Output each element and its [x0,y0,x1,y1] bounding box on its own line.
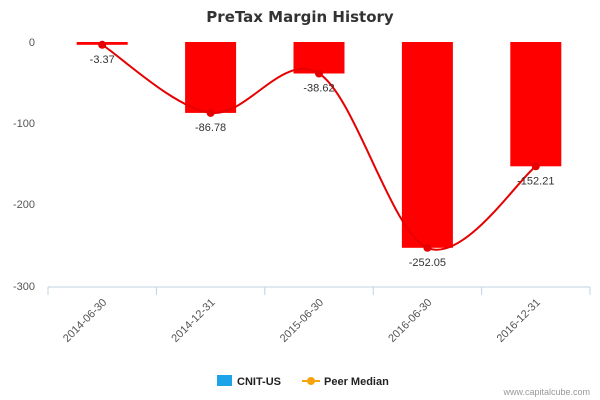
peer-median-point [423,243,432,252]
data-labels: -3.37 -86.78 -38.62 -252.05 -152.21 [90,54,555,269]
data-label: -252.05 [409,257,446,269]
bar [185,42,237,113]
x-tick-label: 2014-12-31 [169,297,217,345]
peer-median-point [315,69,323,78]
bar [510,42,562,167]
x-tick-label: 2016-12-31 [495,297,543,345]
data-label: -38.62 [303,83,334,95]
y-tick-label: -300 [13,281,35,293]
x-tick-labels: 2014-06-30 2014-12-31 2015-06-30 2016-06-30… [61,297,543,345]
peer-median-points [98,40,540,252]
x-tick-marks [47,287,591,295]
bar [401,42,453,248]
y-tick-label: 0 [29,37,35,49]
peer-median-point [98,40,107,49]
y-axis: 0 -100 -200 -300 [13,37,35,293]
y-tick-label: -200 [13,199,35,211]
peer-median-point [531,162,540,171]
y-tick-label: -100 [13,118,35,130]
x-tick-label: 2015-06-30 [278,297,326,345]
peer-median-point [206,108,215,117]
legend-swatch-cnit [217,375,232,386]
data-label: -152.21 [517,175,554,187]
data-label: -3.37 [90,54,115,66]
x-tick-label: 2014-06-30 [61,297,109,345]
bar-series [76,42,562,248]
x-tick-label: 2016-06-30 [386,297,434,345]
legend-label-cnit: CNIT-US [237,376,281,388]
legend: CNIT-US Peer Median [217,375,389,388]
credit-text: www.capitalcube.com [502,387,590,397]
data-label: -86.78 [195,122,226,134]
legend-marker-peer-median [307,377,315,385]
legend-label-peer-median: Peer Median [324,376,389,388]
chart-title: PreTax Margin History [206,8,394,26]
peer-median-line [101,43,537,251]
